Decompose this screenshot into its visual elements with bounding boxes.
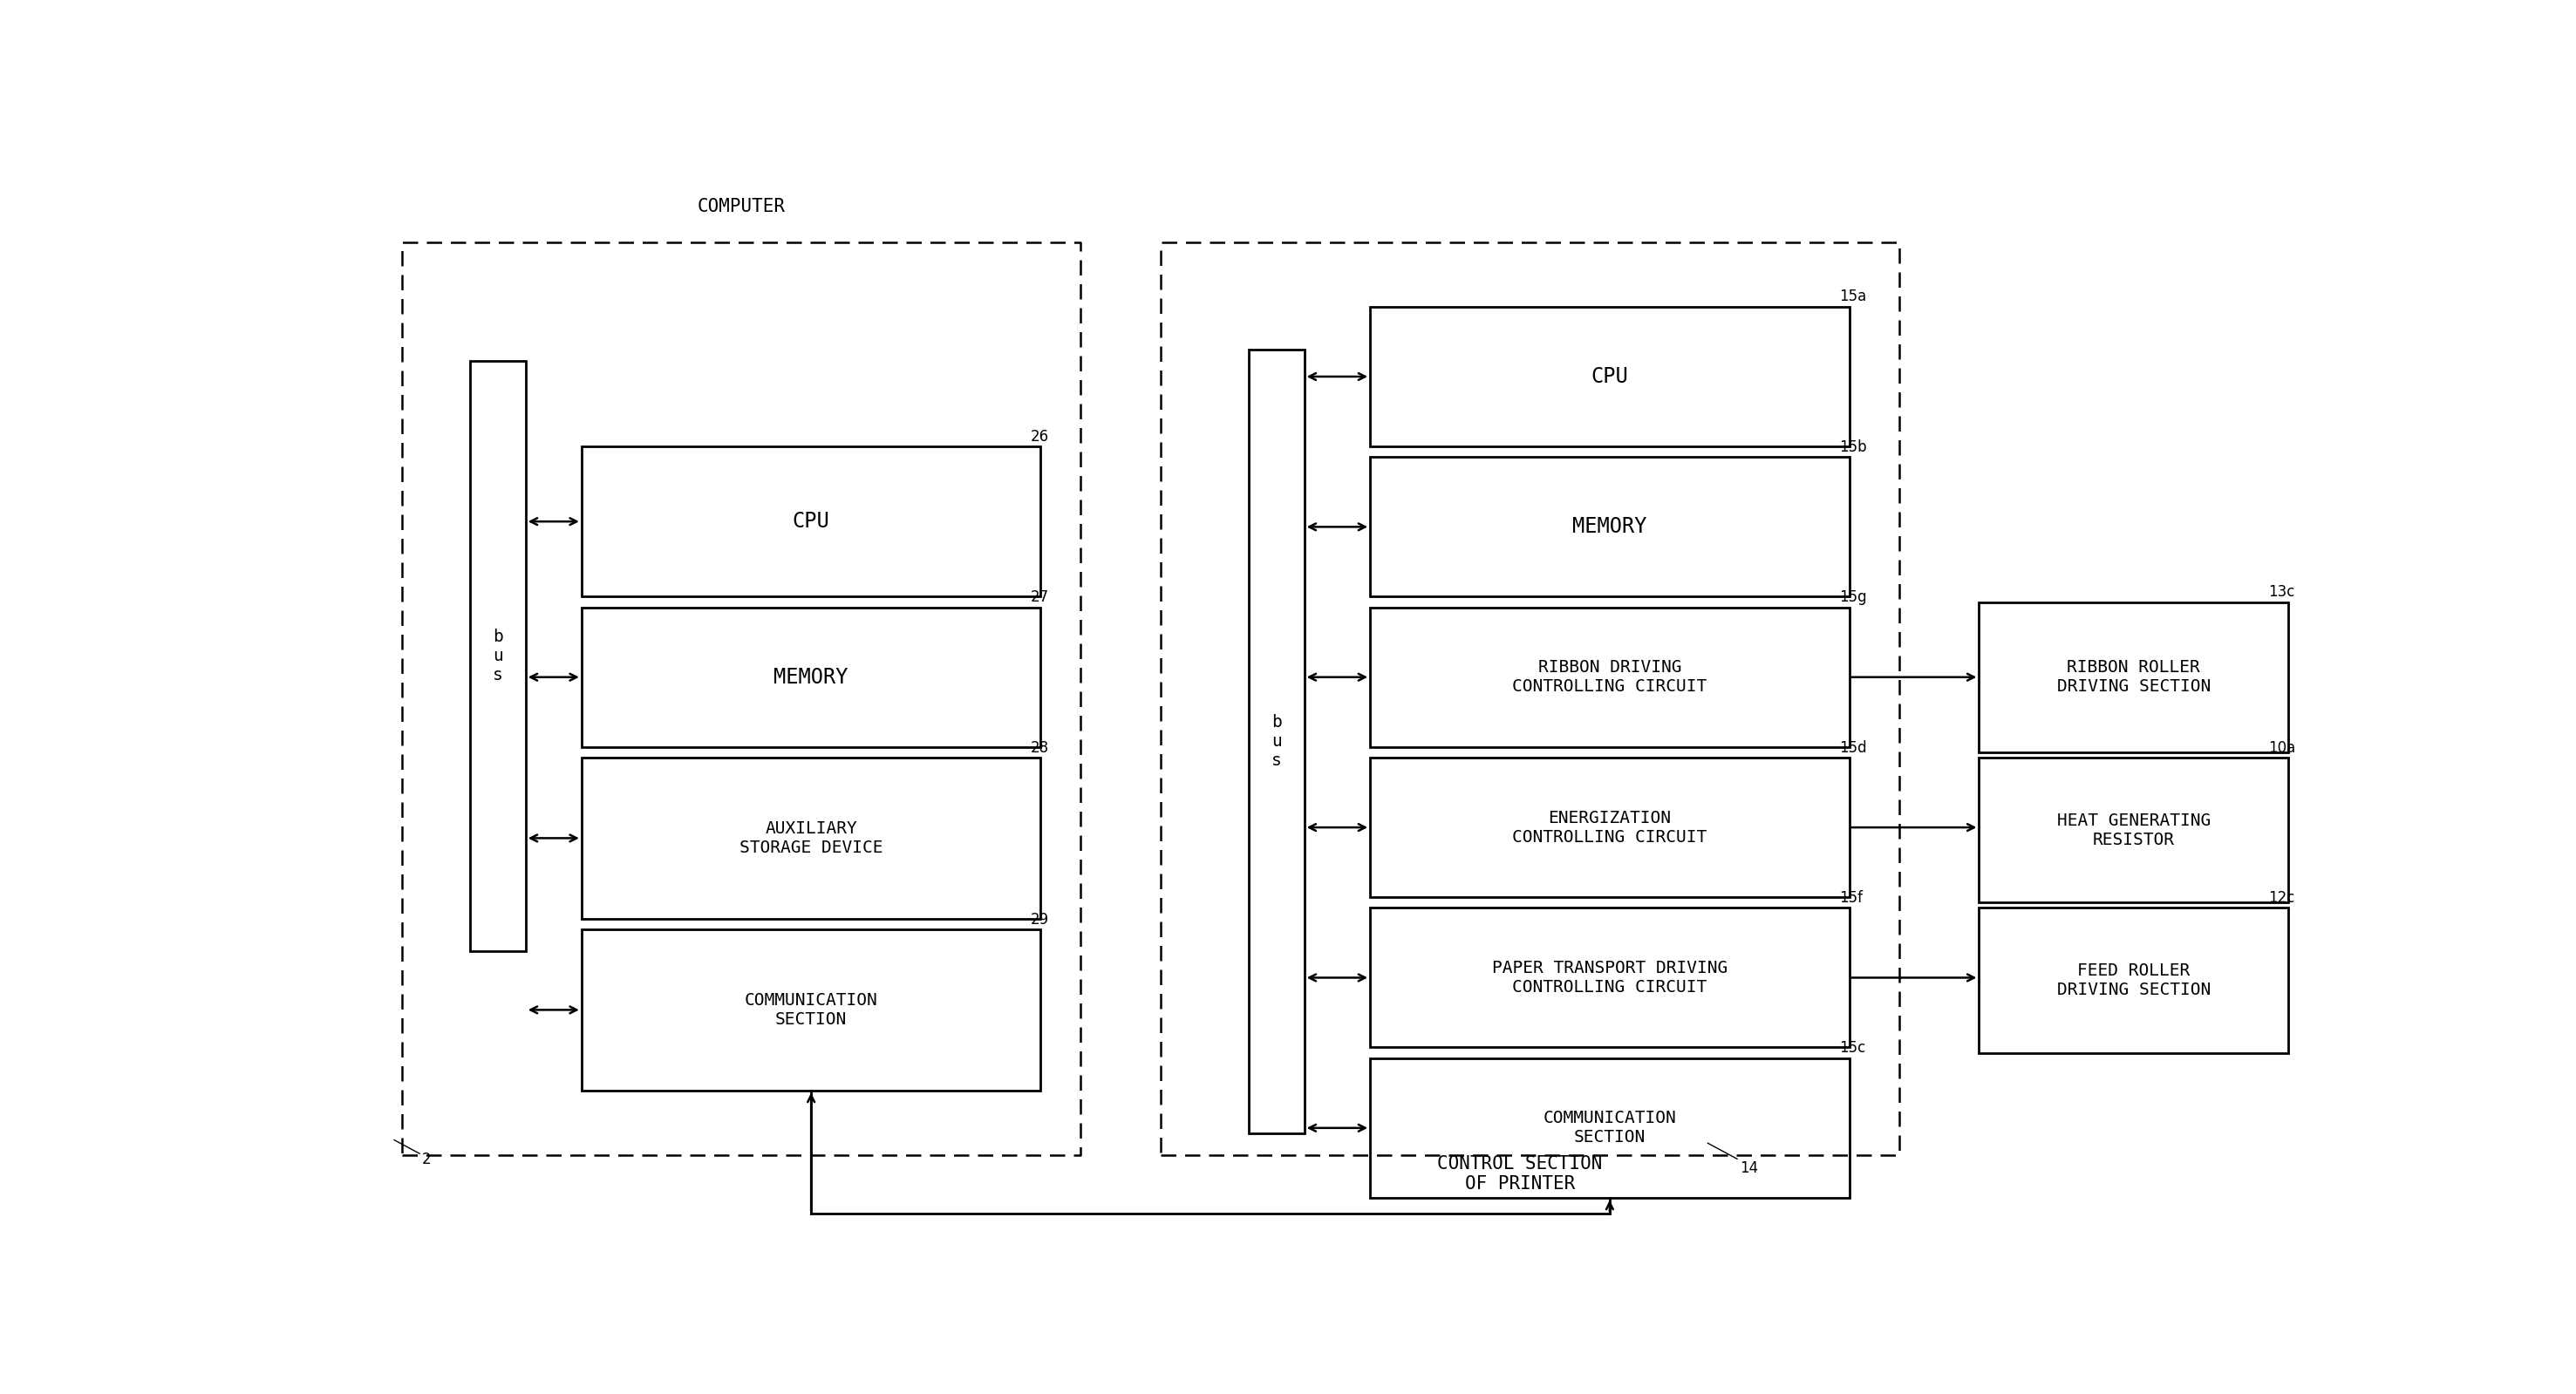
Text: PAPER TRANSPORT DRIVING
CONTROLLING CIRCUIT: PAPER TRANSPORT DRIVING CONTROLLING CIRC… bbox=[1492, 960, 1728, 995]
Bar bbox=[469, 361, 526, 951]
Bar bbox=[1370, 608, 1850, 747]
Text: 12c: 12c bbox=[2269, 891, 2295, 906]
Text: 15c: 15c bbox=[1839, 1040, 1865, 1057]
Text: MEMORY: MEMORY bbox=[1571, 516, 1646, 537]
Text: 10a: 10a bbox=[2269, 740, 2295, 756]
Bar bbox=[582, 608, 1041, 747]
Bar bbox=[1978, 907, 2287, 1052]
Text: CPU: CPU bbox=[1592, 367, 1628, 388]
Text: COMMUNICATION
SECTION: COMMUNICATION SECTION bbox=[1543, 1110, 1677, 1146]
Bar bbox=[1370, 307, 1850, 446]
Text: 14: 14 bbox=[1739, 1160, 1757, 1177]
Bar bbox=[582, 446, 1041, 597]
Text: 13c: 13c bbox=[2269, 584, 2295, 599]
Text: COMMUNICATION
SECTION: COMMUNICATION SECTION bbox=[744, 993, 878, 1027]
Bar bbox=[1978, 758, 2287, 902]
Bar bbox=[1370, 1058, 1850, 1197]
Text: 28: 28 bbox=[1030, 740, 1048, 756]
Text: RIBBON DRIVING
CONTROLLING CIRCUIT: RIBBON DRIVING CONTROLLING CIRCUIT bbox=[1512, 659, 1708, 696]
Text: 15f: 15f bbox=[1839, 891, 1862, 906]
Bar bbox=[582, 757, 1041, 919]
Text: MEMORY: MEMORY bbox=[773, 666, 848, 687]
Text: b
u
s: b u s bbox=[492, 629, 502, 683]
Text: 2: 2 bbox=[422, 1151, 430, 1167]
Bar bbox=[1370, 907, 1850, 1047]
Text: FEED ROLLER
DRIVING SECTION: FEED ROLLER DRIVING SECTION bbox=[2056, 962, 2210, 998]
Text: ENERGIZATION
CONTROLLING CIRCUIT: ENERGIZATION CONTROLLING CIRCUIT bbox=[1512, 810, 1708, 845]
Text: 15a: 15a bbox=[1839, 289, 1868, 305]
Text: CONTROL SECTION
OF PRINTER: CONTROL SECTION OF PRINTER bbox=[1437, 1154, 1602, 1192]
Text: COMPUTER: COMPUTER bbox=[698, 198, 786, 216]
Text: AUXILIARY
STORAGE DEVICE: AUXILIARY STORAGE DEVICE bbox=[739, 820, 884, 856]
Text: 15d: 15d bbox=[1839, 740, 1868, 756]
Bar bbox=[1370, 457, 1850, 597]
Bar bbox=[582, 930, 1041, 1090]
Text: HEAT GENERATING
RESISTOR: HEAT GENERATING RESISTOR bbox=[2056, 813, 2210, 848]
Text: RIBBON ROLLER
DRIVING SECTION: RIBBON ROLLER DRIVING SECTION bbox=[2056, 659, 2210, 696]
Text: 15b: 15b bbox=[1839, 439, 1868, 454]
Text: 29: 29 bbox=[1030, 912, 1048, 927]
Bar bbox=[1249, 350, 1303, 1133]
Text: 27: 27 bbox=[1030, 590, 1048, 605]
Text: CPU: CPU bbox=[793, 512, 829, 533]
Bar bbox=[1370, 758, 1850, 898]
Text: b
u
s: b u s bbox=[1270, 714, 1280, 769]
Text: 15g: 15g bbox=[1839, 590, 1868, 605]
Bar bbox=[1978, 602, 2287, 753]
Text: 26: 26 bbox=[1030, 428, 1048, 445]
